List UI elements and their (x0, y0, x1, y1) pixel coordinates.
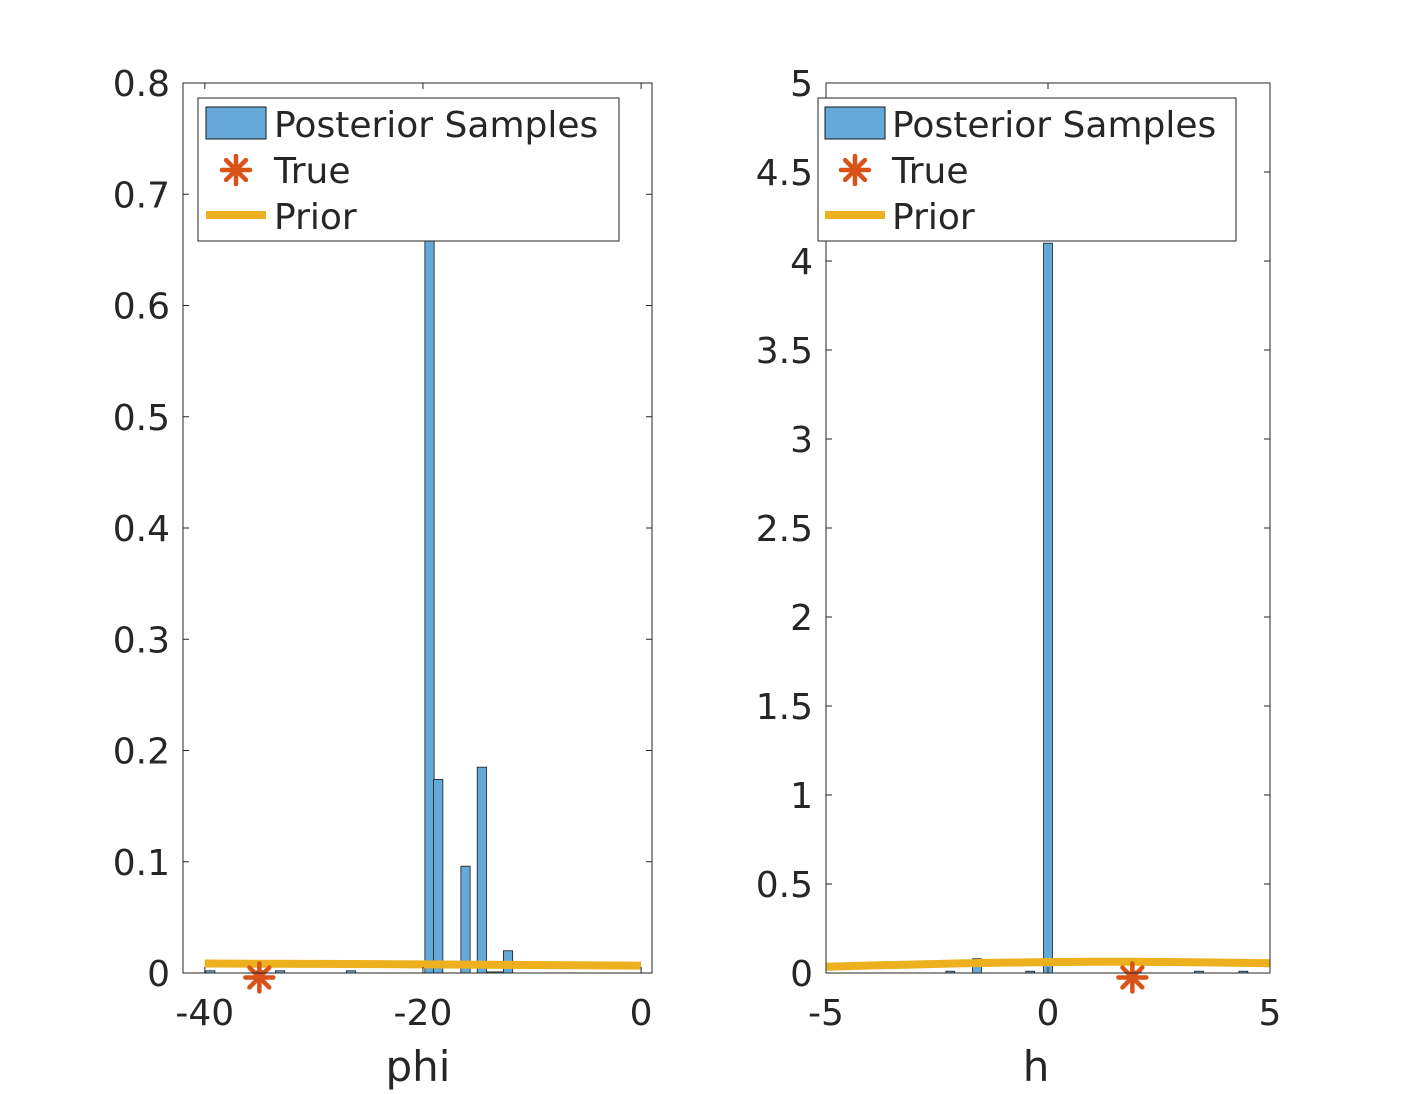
legend-swatch-true (838, 153, 872, 187)
histogram-bar (1043, 242, 1053, 974)
y-tick-label: 2 (790, 598, 813, 639)
x-tick-label: -20 (394, 993, 453, 1034)
true-marker (1116, 961, 1149, 994)
legend-label-prior: Prior (892, 197, 975, 238)
true-marker-stroke (223, 157, 249, 183)
y-tick-label: 1 (790, 776, 813, 817)
true-marker-stroke (842, 157, 868, 183)
prior-line (825, 957, 1271, 971)
y-tick-label: 5 (790, 64, 813, 105)
legend: Posterior Samples True Prior (817, 97, 1237, 242)
true-marker-stroke (247, 965, 272, 990)
histogram-bar (424, 238, 435, 974)
y-tick-label: 4.5 (756, 153, 813, 194)
y-tick-label: 0.4 (113, 509, 170, 550)
legend-label-prior: Prior (274, 197, 357, 238)
x-tick-label: 0 (1037, 993, 1060, 1034)
histogram-bar (476, 766, 487, 974)
x-tick-label: -40 (175, 993, 234, 1034)
prior-line (204, 959, 642, 970)
y-tick-label: 4 (790, 242, 813, 283)
y-tick-label: 0.6 (113, 287, 170, 328)
legend-label-true: True (891, 151, 968, 192)
x-axis-label: phi (386, 1042, 451, 1091)
true-marker-swatch (219, 153, 253, 187)
true-marker-group (1116, 961, 1149, 994)
legend-box (817, 97, 1237, 242)
axis-ticks: 0 0.1 0.2 0.3 0.4 0.5 0.6 0.7 0.8 -40 -20 0 (113, 64, 653, 1034)
x-tick-label: -5 (808, 993, 844, 1034)
histogram-bar (460, 865, 471, 974)
y-tick-label: 0.5 (756, 865, 813, 906)
axis-ticks: 00.511.522.533.544.55-5 0 5 (756, 64, 1282, 1034)
histogram-bar (433, 779, 444, 974)
y-tick-label: 3 (790, 420, 813, 461)
true-marker-swatch (838, 153, 872, 187)
legend-label-posterior: Posterior Samples (274, 105, 598, 146)
y-tick-label: 0.3 (113, 620, 170, 661)
legend-label-true: True (273, 151, 350, 192)
y-tick-label: 0 (790, 954, 813, 995)
legend-label-posterior: Posterior Samples (892, 105, 1216, 146)
prior-curve (204, 959, 642, 970)
prior-curve (825, 957, 1271, 971)
x-tick-label: 5 (1259, 993, 1282, 1034)
legend-swatch-posterior (824, 106, 886, 140)
y-tick-label: 0.1 (113, 843, 170, 884)
chart-panel-h: 00.511.522.533.544.55-5 0 5 h Posterior Sa… (756, 64, 1282, 1091)
y-tick-label: 1.5 (756, 687, 813, 728)
true-marker (243, 961, 276, 994)
y-tick-label: 0.2 (113, 732, 170, 773)
y-tick-label: 0.7 (113, 175, 170, 216)
y-tick-label: 3.5 (756, 331, 813, 372)
true-marker-group (243, 961, 276, 994)
x-tick-label: 0 (630, 993, 653, 1034)
y-tick-label: 0 (147, 954, 170, 995)
chart-panel-phi: 0 0.1 0.2 0.3 0.4 0.5 0.6 0.7 0.8 -40 -20 0 phi Pos… (113, 64, 653, 1091)
legend-swatch-posterior (205, 106, 267, 140)
y-tick-label: 0.5 (113, 398, 170, 439)
legend-box (197, 97, 620, 242)
y-tick-label: 2.5 (756, 509, 813, 550)
legend-swatch-true (219, 153, 253, 187)
x-axis-label: h (1023, 1042, 1050, 1091)
y-tick-label: 0.8 (113, 64, 170, 105)
true-marker-stroke (1120, 965, 1145, 990)
legend: Posterior Samples True Prior (197, 97, 620, 242)
